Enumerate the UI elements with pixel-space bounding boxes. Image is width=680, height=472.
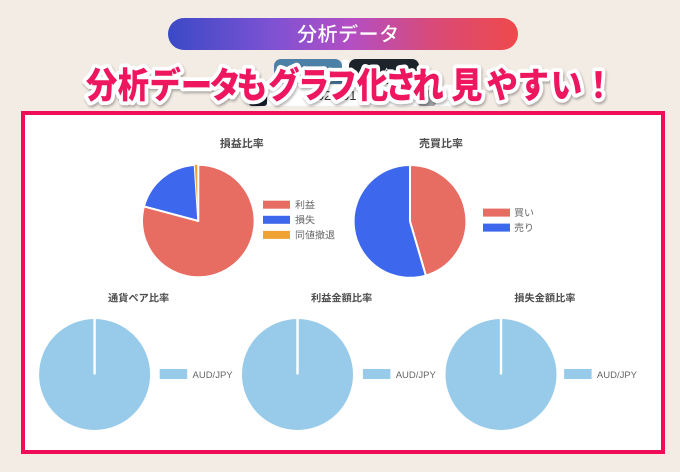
svg-text:AUD/JPY: AUD/JPY xyxy=(193,370,234,381)
svg-text:AUD/JPY: AUD/JPY xyxy=(396,370,437,381)
svg-text:AUD/JPY: AUD/JPY xyxy=(597,370,638,381)
